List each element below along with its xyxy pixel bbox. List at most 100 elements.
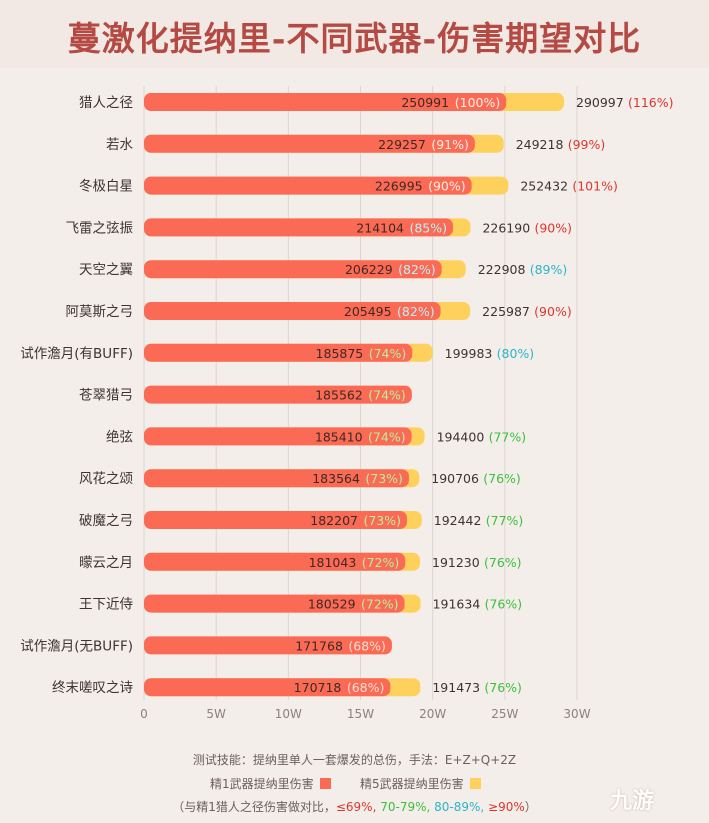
category-label: 破魔之弓 bbox=[79, 513, 133, 529]
bar-percent-refine1: (68%) bbox=[347, 680, 385, 695]
bar-percent-refine1: (100%) bbox=[455, 95, 501, 110]
bar-value-refine1: 229257 bbox=[378, 137, 426, 152]
bar-percent-refine1: (85%) bbox=[409, 220, 447, 235]
bar-value-refine1: 250991 bbox=[401, 95, 449, 110]
bar-value-refine5: 252432 bbox=[520, 179, 568, 194]
bar-value-refine1: 226995 bbox=[375, 179, 423, 194]
bar-percent-refine5: (77%) bbox=[489, 429, 527, 444]
title-band bbox=[0, 0, 709, 68]
compare-top: ≥90% bbox=[484, 800, 525, 814]
bar-percent-refine1: (74%) bbox=[369, 346, 407, 361]
category-label: 终末嗟叹之诗 bbox=[52, 680, 133, 696]
bar-percent-refine5: (76%) bbox=[485, 597, 523, 612]
bar-percent-refine1: (73%) bbox=[365, 471, 403, 486]
bar-percent-refine1: (90%) bbox=[428, 179, 466, 194]
bar-percent-refine1: (68%) bbox=[348, 638, 386, 653]
category-label: 试作澹月(无BUFF) bbox=[20, 638, 133, 654]
bar-refine1 bbox=[144, 636, 392, 655]
legend-swatch-refine5 bbox=[469, 778, 481, 789]
bar-percent-refine1: (72%) bbox=[361, 597, 399, 612]
legend-item-refine5: 精5武器提纳里伤害 bbox=[360, 775, 481, 792]
bar-value-refine5: 226190 bbox=[482, 220, 530, 235]
legend: 精1武器提纳里伤害 精5武器提纳里伤害 bbox=[0, 775, 709, 791]
compare-low: ≤69%, bbox=[335, 800, 377, 814]
bar-value-refine1: 206229 bbox=[345, 262, 393, 277]
legend-item-refine1: 精1武器提纳里伤害 bbox=[210, 775, 331, 792]
category-label: 冬极白星 bbox=[79, 179, 133, 195]
category-label: 苍翠猎弓 bbox=[79, 388, 133, 404]
x-tick-label: 15W bbox=[347, 707, 374, 721]
bar-value-refine5: 191230 bbox=[432, 555, 480, 570]
bar-value-refine5: 190706 bbox=[431, 471, 479, 486]
bar-value-refine1: 185875 bbox=[316, 346, 364, 361]
category-label: 飞雷之弦振 bbox=[66, 220, 134, 236]
bar-value-refine5: 290997 bbox=[576, 95, 624, 110]
category-label: 王下近侍 bbox=[79, 597, 133, 613]
bar-percent-refine5: (77%) bbox=[486, 513, 524, 528]
test-skill-note: 测试技能：提纳里单人一套爆发的总伤，手法：E+Z+Q+2Z bbox=[192, 753, 517, 767]
bar-value-refine5: 225987 bbox=[482, 304, 530, 319]
bar-percent-refine5: (101%) bbox=[572, 179, 618, 194]
bar-value-refine5: 249218 bbox=[516, 137, 564, 152]
bar-value-refine1: 205495 bbox=[344, 304, 392, 319]
legend-label-refine5: 精5武器提纳里伤害 bbox=[360, 777, 464, 791]
bar-percent-refine5: (80%) bbox=[497, 346, 535, 361]
bar-percent-refine5: (90%) bbox=[534, 304, 572, 319]
bar-percent-refine1: (82%) bbox=[398, 262, 436, 277]
bar-percent-refine5: (116%) bbox=[628, 95, 674, 110]
watermark-logo: 九游 bbox=[610, 789, 655, 814]
bar-percent-refine5: (89%) bbox=[530, 262, 568, 277]
bar-value-refine1: 180529 bbox=[308, 597, 356, 612]
bar-value-refine1: 171768 bbox=[295, 638, 343, 653]
bar-refine1 bbox=[144, 134, 475, 153]
bar-value-refine1: 170718 bbox=[294, 680, 342, 695]
x-tick-label: 20W bbox=[419, 707, 446, 721]
compare-mid: 70-79%, bbox=[376, 800, 431, 814]
x-tick-label: 5W bbox=[206, 707, 226, 721]
x-tick-label: 0 bbox=[140, 707, 148, 721]
bar-value-refine1: 214104 bbox=[356, 220, 404, 235]
category-label: 天空之翼 bbox=[79, 262, 133, 278]
bar-refine1 bbox=[144, 176, 472, 195]
category-label: 风花之颂 bbox=[79, 471, 133, 487]
bar-value-refine5: 199983 bbox=[445, 346, 493, 361]
bar-value-refine1: 185562 bbox=[315, 388, 363, 403]
category-label: 试作澹月(有BUFF) bbox=[20, 346, 133, 362]
x-tick-label: 10W bbox=[275, 707, 302, 721]
bar-value-refine1: 181043 bbox=[309, 555, 357, 570]
bar-value-refine1: 183564 bbox=[312, 471, 360, 486]
page-title: 蔓激化提纳里-不同武器-伤害期望对比 bbox=[67, 19, 642, 58]
category-label: 绝弦 bbox=[106, 429, 133, 445]
comparison-note: （与精1猎人之径伤害做对比，≤69%, 70-79%, 80-89%, ≥90%… bbox=[0, 798, 709, 815]
category-label: 若水 bbox=[106, 137, 133, 153]
compare-suffix: ） bbox=[524, 800, 537, 814]
compare-prefix: （与精1猎人之径伤害做对比， bbox=[172, 800, 336, 814]
bar-value-refine5: 191473 bbox=[432, 680, 480, 695]
bar-value-refine1: 185410 bbox=[315, 429, 363, 444]
bar-refine1 bbox=[144, 93, 507, 111]
bar-value-refine1: 182207 bbox=[310, 513, 358, 528]
bar-percent-refine1: (74%) bbox=[368, 388, 406, 403]
x-tick-label: 30W bbox=[563, 707, 590, 721]
bar-percent-refine1: (91%) bbox=[431, 137, 469, 152]
bar-percent-refine5: (76%) bbox=[483, 471, 521, 486]
category-label: 猎人之径 bbox=[79, 95, 133, 111]
x-tick-label: 25W bbox=[491, 707, 518, 721]
bar-percent-refine1: (72%) bbox=[362, 555, 400, 570]
legend-label-refine1: 精1武器提纳里伤害 bbox=[210, 777, 314, 791]
bar-percent-refine5: (90%) bbox=[534, 220, 572, 235]
bar-refine1 bbox=[144, 594, 405, 613]
bar-percent-refine1: (82%) bbox=[397, 304, 435, 319]
bar-chart: 0 5W 10W 15W 20W 25W 30W 猎人之径 (100%) 250991 290997… bbox=[20, 86, 674, 721]
legend-swatch-refine1 bbox=[319, 778, 331, 789]
bar-refine1 bbox=[144, 511, 407, 529]
bar-refine1 bbox=[144, 427, 412, 446]
bar-percent-refine1: (73%) bbox=[363, 513, 401, 528]
bar-refine1 bbox=[144, 385, 412, 404]
bar-refine1 bbox=[144, 260, 442, 279]
bar-percent-refine1: (74%) bbox=[368, 429, 406, 444]
bar-percent-refine5: (99%) bbox=[568, 137, 606, 152]
bar-value-refine5: 192442 bbox=[434, 513, 482, 528]
category-label: 曚云之月 bbox=[79, 555, 133, 571]
bar-refine1 bbox=[144, 218, 454, 237]
